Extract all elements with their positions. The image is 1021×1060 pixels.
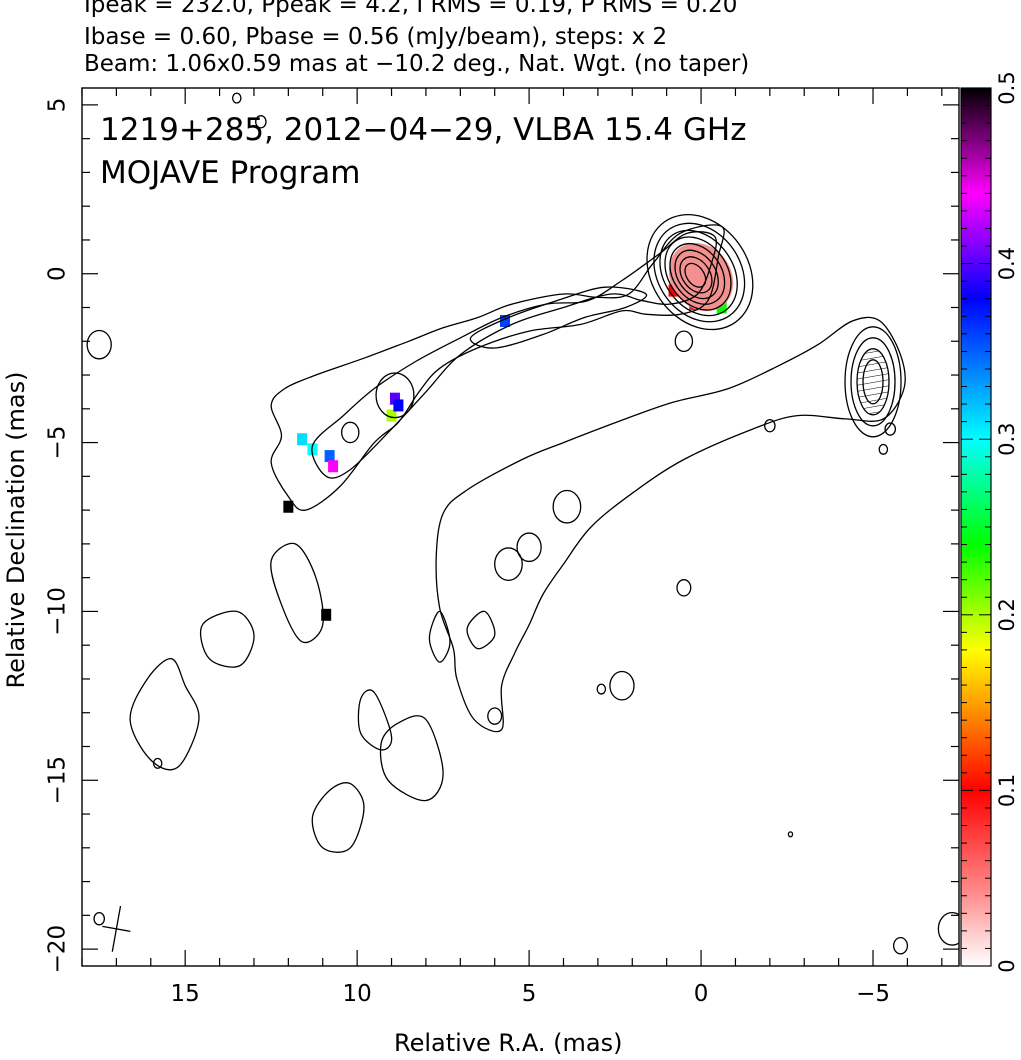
x-tick-label: 10 — [342, 981, 371, 1007]
core-contour — [684, 262, 707, 288]
island-contour — [428, 610, 451, 663]
y-tick-label: −20 — [45, 925, 71, 974]
colorbar-tick-label: 0.4 — [995, 247, 1019, 280]
polarization-layer — [283, 242, 734, 621]
core-contour — [659, 229, 738, 317]
core-contour — [646, 214, 754, 331]
small-contour — [676, 579, 692, 597]
colorbar-tick-label: 0.3 — [995, 422, 1019, 455]
island-contour — [466, 610, 496, 650]
island-contour — [199, 610, 255, 668]
small-contour — [884, 422, 897, 436]
polarization-pixel — [297, 433, 308, 446]
lower-core-contour — [844, 326, 902, 438]
polarization-pixel — [716, 301, 727, 314]
polarization-pixel — [321, 608, 332, 621]
small-contour — [609, 670, 635, 701]
small-contour — [552, 489, 582, 524]
small-contour — [596, 683, 607, 695]
lower-core-contour — [850, 337, 896, 427]
small-contour — [494, 547, 523, 582]
beam-marker — [102, 905, 131, 952]
x-tick-label: 0 — [694, 981, 709, 1007]
core-contour — [653, 222, 746, 323]
small-contour — [787, 831, 794, 838]
small-contour — [341, 421, 360, 444]
small-contour — [487, 707, 503, 725]
small-contour — [152, 757, 163, 769]
colorbar-tick-label: 0.2 — [995, 598, 1019, 631]
small-contour — [231, 92, 242, 104]
island-contour — [129, 658, 200, 771]
small-contour — [878, 443, 889, 455]
small-contour — [893, 936, 909, 955]
small-contour — [764, 418, 776, 433]
polarization-pixel — [389, 392, 400, 405]
lower-jet-contour — [435, 316, 906, 733]
upper-jet-inner-contour-2 — [469, 286, 648, 349]
polarization-pixel — [500, 315, 511, 328]
small-contour — [86, 329, 112, 360]
small-contour — [937, 911, 959, 946]
polarization-pixel — [386, 409, 397, 422]
x-tick-label: −5 — [856, 981, 890, 1007]
small-contour — [93, 911, 106, 926]
colorbar: 0 0.1 0.2 0.3 0.4 0.5 — [960, 71, 1019, 973]
island-contour — [379, 715, 444, 802]
y-axis-label: Relative Declination (mas) — [2, 371, 30, 689]
plot-frame — [81, 87, 960, 967]
header-line-1: Ipeak = 232.0, Ppeak = 4.2, I RMS = 0.19… — [84, 0, 738, 18]
polarization-pixel — [328, 460, 339, 473]
core-contour — [669, 242, 726, 305]
small-contour — [516, 532, 542, 563]
island-contour — [357, 689, 393, 751]
x-tick-label: 5 — [522, 981, 537, 1007]
x-axis-label: Relative R.A. (mas) — [394, 1029, 623, 1057]
colorbar-tick-label: 0.5 — [995, 71, 1019, 104]
y-tick-label: −10 — [45, 587, 71, 636]
island-contour — [311, 782, 365, 853]
lower-core-hatch — [857, 348, 890, 415]
small-contour — [255, 115, 267, 129]
upper-jet-contour — [270, 224, 725, 511]
core-contour — [679, 256, 713, 294]
upper-jet-inner-contour — [311, 231, 717, 479]
y-tick-label: −15 — [45, 756, 71, 805]
small-contour — [375, 372, 415, 419]
y-tick-label: 0 — [45, 266, 71, 281]
y-tick-label: −5 — [45, 426, 71, 460]
colorbar-tick-label: 0 — [995, 959, 1019, 972]
y-tick-label: 5 — [45, 98, 71, 113]
contour-layer — [86, 92, 959, 955]
core-contour — [664, 236, 732, 311]
header-line-2: Ibase = 0.60, Pbase = 0.56 (mJy/beam), s… — [84, 24, 668, 50]
polarization-pixel — [393, 399, 404, 412]
polarization-pixel — [324, 450, 335, 463]
small-contour — [674, 330, 694, 353]
chart-title-source: 1219+285, 2012−04−29, VLBA 15.4 GHz — [100, 112, 746, 148]
core-contour — [674, 249, 719, 300]
polarization-pixel — [283, 500, 294, 513]
colorbar-tick-label: 0.1 — [995, 774, 1019, 807]
x-tick-label: 15 — [171, 981, 200, 1007]
axes-frame: 15 10 5 0 −5 5 0 −5 −10 −15 −20 — [45, 87, 960, 1007]
chart-title-program: MOJAVE Program — [100, 155, 360, 191]
island-contour — [270, 542, 324, 644]
beam-minor-axis — [102, 925, 131, 933]
header-line-3: Beam: 1.06x0.59 mas at −10.2 deg., Nat. … — [84, 51, 750, 77]
